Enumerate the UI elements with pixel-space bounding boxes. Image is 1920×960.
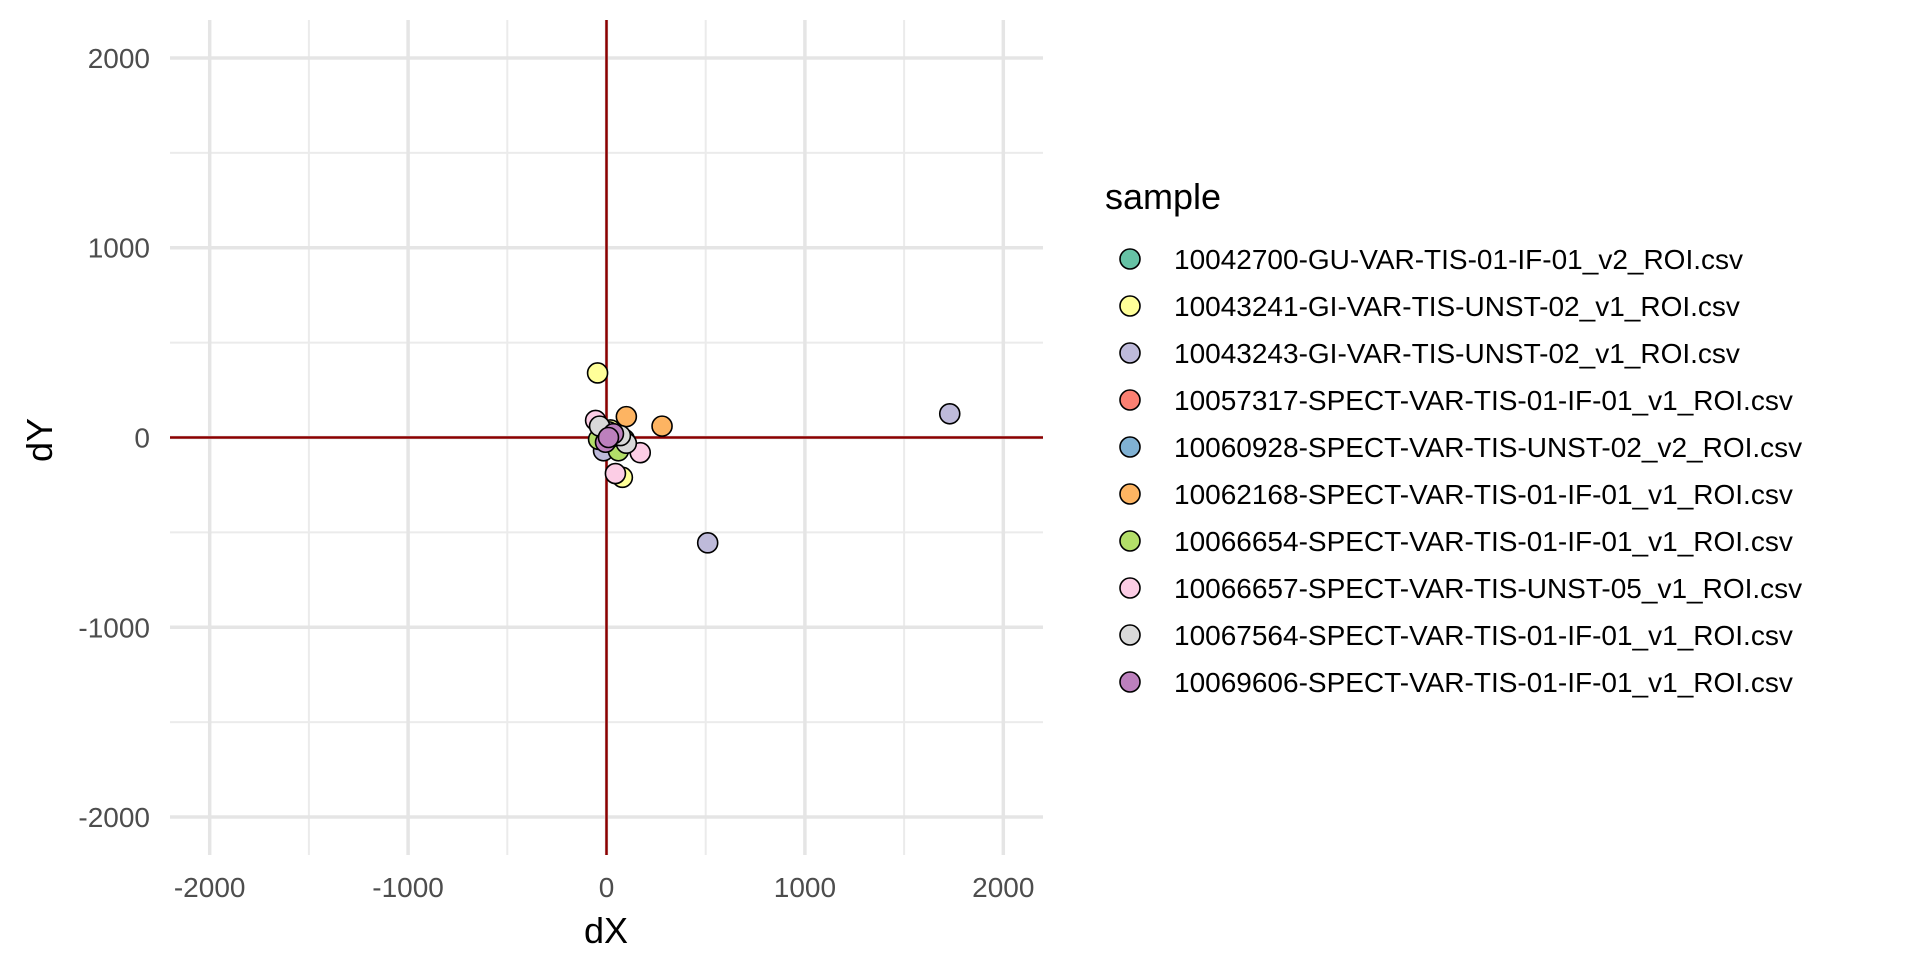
- legend-key: [1119, 342, 1141, 364]
- data-point-series-6: [615, 405, 638, 428]
- legend-key: [1119, 483, 1141, 505]
- y-tick-label: 1000: [88, 233, 150, 264]
- y-tick-label: -1000: [78, 612, 150, 643]
- legend-key: [1119, 248, 1141, 270]
- y-tick-label: -2000: [78, 802, 150, 833]
- legend-label: 10043243-GI-VAR-TIS-UNST-02_v1_ROI.csv: [1174, 338, 1740, 369]
- data-points: [584, 362, 961, 554]
- legend-label: 10066657-SPECT-VAR-TIS-UNST-05_v1_ROI.cs…: [1174, 573, 1802, 604]
- y-axis-tick-labels: -2000 -1000 0 1000 2000: [78, 43, 150, 833]
- x-tick-label: 1000: [774, 872, 836, 903]
- x-axis-tick-labels: -2000 -1000 0 1000 2000: [174, 872, 1035, 903]
- y-tick-label: 2000: [88, 43, 150, 74]
- legend-key: [1119, 389, 1141, 411]
- data-point-series-3: [938, 402, 961, 425]
- legend-key: [1119, 530, 1141, 552]
- legend-label: 10042700-GU-VAR-TIS-01-IF-01_v2_ROI.csv: [1174, 244, 1743, 275]
- legend-key: [1119, 671, 1141, 693]
- data-point-series-2: [586, 362, 609, 384]
- legend-title: sample: [1105, 176, 1221, 217]
- data-point-series-6: [651, 415, 673, 437]
- x-tick-label: 0: [599, 872, 615, 903]
- legend-key: [1119, 436, 1141, 458]
- data-point-series-8: [604, 462, 627, 485]
- legend-label: 10057317-SPECT-VAR-TIS-01-IF-01_v1_ROI.c…: [1174, 385, 1793, 416]
- legend-key: [1119, 624, 1141, 646]
- x-tick-label: 2000: [972, 872, 1034, 903]
- x-tick-label: -2000: [174, 872, 246, 903]
- legend-items: 10042700-GU-VAR-TIS-01-IF-01_v2_ROI.csv 1…: [1119, 244, 1802, 698]
- legend-key: [1119, 577, 1141, 599]
- legend-label: 10069606-SPECT-VAR-TIS-01-IF-01_v1_ROI.c…: [1174, 667, 1793, 698]
- legend-label: 10062168-SPECT-VAR-TIS-01-IF-01_v1_ROI.c…: [1174, 479, 1793, 510]
- legend-key: [1119, 295, 1141, 317]
- y-tick-label: 0: [134, 423, 150, 454]
- legend-label: 10043241-GI-VAR-TIS-UNST-02_v1_ROI.csv: [1174, 291, 1740, 322]
- y-axis-title: dY: [19, 418, 60, 462]
- legend: sample 10042700-GU-VAR-TIS-01-IF-01_v2_R…: [1105, 176, 1802, 698]
- legend-label: 10067564-SPECT-VAR-TIS-01-IF-01_v1_ROI.c…: [1174, 620, 1793, 651]
- legend-label: 10060928-SPECT-VAR-TIS-UNST-02_v2_ROI.cs…: [1174, 432, 1802, 463]
- legend-label: 10066654-SPECT-VAR-TIS-01-IF-01_v1_ROI.c…: [1174, 526, 1793, 557]
- data-point-series-10: [597, 426, 620, 449]
- data-point-series-3: [696, 532, 719, 554]
- x-axis-title: dX: [584, 910, 628, 951]
- x-tick-label: -1000: [372, 872, 444, 903]
